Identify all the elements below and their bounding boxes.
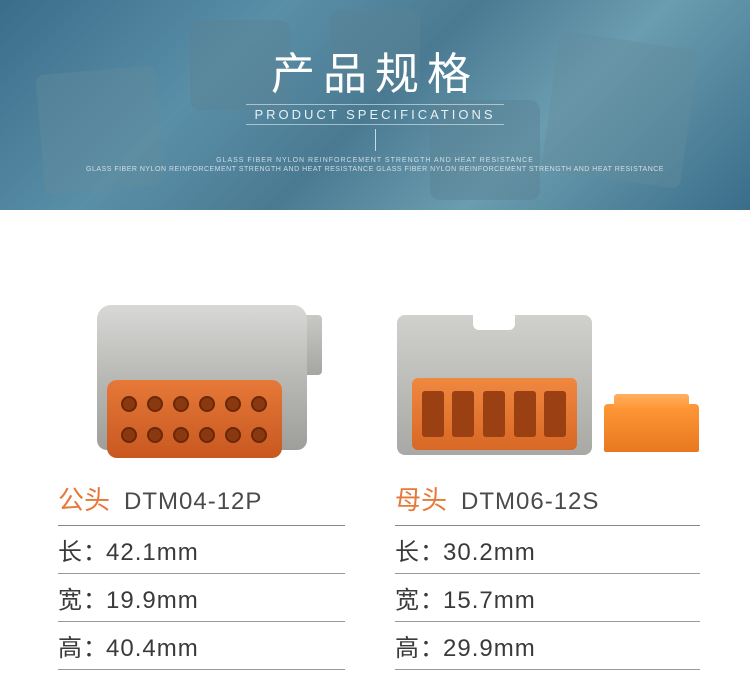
title-divider — [375, 129, 376, 151]
spec-length: 长：30.2mm — [395, 526, 700, 574]
connector-male-icon — [87, 290, 317, 470]
connector-model: DTM04-12P — [124, 488, 262, 516]
spec-height: 高：29.9mm — [395, 622, 700, 670]
product-female-column: 母头 DTM06-12S 长：30.2mm 宽：15.7mm 高：29.9mm — [375, 210, 750, 690]
connector-type-label: 母头 — [395, 480, 447, 517]
title-chinese: 产品规格 — [271, 38, 479, 102]
connector-model: DTM06-12S — [461, 488, 599, 516]
connector-female-icon — [397, 310, 592, 470]
spec-height: 高：40.4mm — [58, 622, 345, 670]
product-row: 公头 DTM04-12P 长：42.1mm 宽：19.9mm 高：40.4mm — [0, 210, 750, 690]
product-female-image — [395, 230, 700, 470]
spec-width: 宽：15.7mm — [395, 574, 700, 622]
content-area: 公头 DTM04-12P 长：42.1mm 宽：19.9mm 高：40.4mm — [0, 210, 750, 690]
product-male-image — [58, 230, 345, 470]
header-banner: 产品规格 PRODUCT SPECIFICATIONS GLASS FIBER … — [0, 0, 750, 210]
connector-type-label: 公头 — [58, 480, 110, 517]
title-english: PRODUCT SPECIFICATIONS — [246, 104, 503, 125]
wedge-lock-icon — [604, 404, 699, 452]
subtitle-line-2: GLASS FIBER NYLON REINFORCEMENT STRENGTH… — [86, 166, 664, 173]
subtitle-line-1: GLASS FIBER NYLON REINFORCEMENT STRENGTH… — [216, 157, 534, 164]
spec-title-female: 母头 DTM06-12S — [395, 480, 700, 526]
spec-width: 宽：19.9mm — [58, 574, 345, 622]
product-male-column: 公头 DTM04-12P 长：42.1mm 宽：19.9mm 高：40.4mm — [0, 210, 375, 690]
spec-length: 长：42.1mm — [58, 526, 345, 574]
spec-title-male: 公头 DTM04-12P — [58, 480, 345, 526]
